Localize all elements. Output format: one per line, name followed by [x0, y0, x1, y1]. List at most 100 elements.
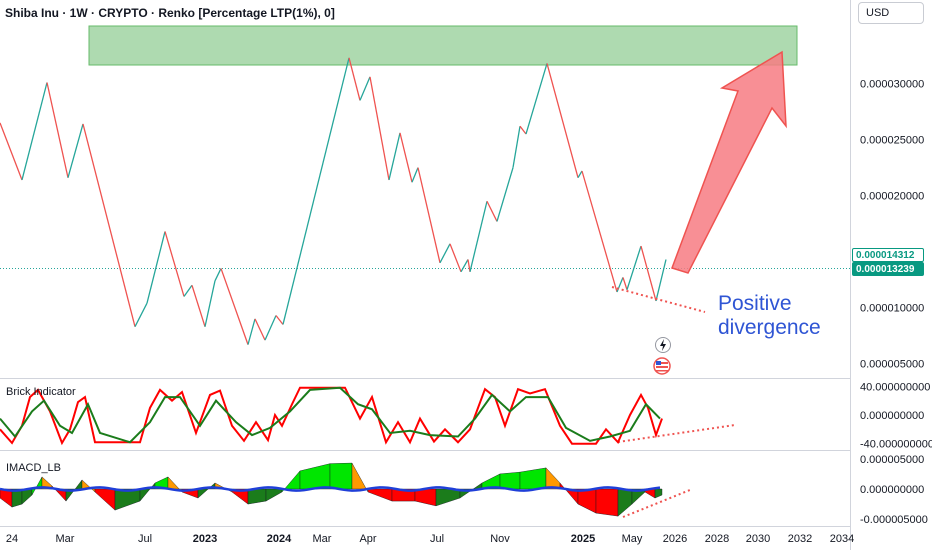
- renko-segment: [411, 167, 419, 183]
- flash-icon[interactable]: [655, 337, 671, 353]
- time-tick-label: Mar: [313, 533, 332, 545]
- imacd-tick-label: -0.000005000: [860, 514, 928, 526]
- imacd-tick-label: 0.000000000: [860, 484, 924, 496]
- price-tick-label: 0.000025000: [860, 135, 924, 147]
- renko-segment: [399, 132, 413, 183]
- imacd-title: IMACD_LB: [6, 462, 61, 474]
- renko-segment: [214, 268, 222, 282]
- renko-segment: [82, 123, 136, 327]
- renko-segment: [204, 280, 216, 327]
- price-divergence-line[interactable]: [611, 286, 706, 313]
- renko-segment: [496, 167, 514, 222]
- renko-segment: [164, 231, 185, 297]
- time-tick-label: 2023: [193, 533, 217, 545]
- time-tick-label: Mar: [56, 533, 75, 545]
- us-flag-icon[interactable]: [653, 357, 671, 375]
- renko-segment: [640, 245, 657, 302]
- time-tick-label: 2024: [267, 533, 292, 545]
- time-tick-label: 2025: [571, 533, 595, 545]
- renko-segment: [417, 167, 441, 264]
- renko-segment: [525, 63, 548, 135]
- imacd-area-segment: [545, 467, 561, 490]
- imacd-area-segment: [0, 488, 13, 508]
- renko-segment: [247, 318, 256, 345]
- price-tag-last: 0.000013239: [852, 262, 924, 276]
- imacd-area-segment: [329, 462, 353, 490]
- resistance-zone[interactable]: [88, 25, 798, 66]
- imacd-area-segment: [197, 482, 216, 499]
- renko-segment: [46, 82, 69, 178]
- price-tick-label: 0.000005000: [860, 359, 924, 371]
- price-series: [0, 57, 667, 345]
- time-tick-label: 2030: [746, 533, 770, 545]
- renko-segment: [460, 259, 469, 273]
- renko-segment: [134, 302, 148, 328]
- price-tick-label: 0.000030000: [860, 79, 924, 91]
- imacd-area-segment: [414, 488, 437, 507]
- imacd-area-segment: [595, 488, 619, 517]
- imacd-area-segment: [519, 467, 547, 490]
- renko-segment: [512, 126, 521, 168]
- imacd-area-segment: [21, 488, 33, 505]
- renko-segment: [439, 243, 451, 264]
- brick-tick-label: 0.000000000: [860, 410, 924, 422]
- time-tick-label: 24: [6, 533, 18, 545]
- macd-divergence-line[interactable]: [622, 489, 691, 518]
- brick-indicator-line: [0, 386, 663, 446]
- imacd-area-segment: [577, 488, 597, 514]
- renko-segment: [183, 284, 193, 297]
- imacd-area-segment: [247, 488, 267, 505]
- renko-segment: [486, 200, 498, 222]
- renko-segment: [655, 259, 667, 302]
- brick-indicator-pane: [0, 386, 663, 446]
- brick-axis-labels: 40.000000000 0.000000000 -40.000000000: [860, 381, 932, 450]
- renko-segment: [264, 315, 277, 341]
- brick-divergence-line[interactable]: [617, 424, 736, 443]
- price-tick-label: 0.000020000: [860, 191, 924, 203]
- renko-segment: [519, 125, 527, 135]
- brick-indicator-title: Brick Indicator: [6, 386, 76, 398]
- imacd-area-segment: [265, 488, 283, 502]
- renko-segment: [275, 315, 284, 325]
- renko-segment: [282, 57, 350, 325]
- brick-tick-label: 40.000000000: [860, 381, 930, 393]
- imacd-area-segment: [617, 488, 633, 517]
- chart-title: Shiba Inu · 1W · CRYPTO · Renko [Percent…: [5, 6, 335, 20]
- time-tick-label: May: [622, 533, 643, 545]
- renko-segment: [348, 57, 361, 101]
- brick-indicator-line: [0, 386, 661, 444]
- imacd-area-segment: [114, 488, 141, 511]
- divergence-annotation[interactable]: Positive divergence: [718, 292, 821, 340]
- renko-segment: [254, 318, 266, 341]
- renko-segment: [467, 259, 471, 272]
- renko-segment: [191, 285, 206, 327]
- renko-segment: [577, 170, 583, 179]
- price-tag-high: 0.000014312: [852, 248, 924, 262]
- renko-segment: [581, 170, 618, 293]
- renko-segment: [21, 82, 48, 181]
- annotation-line-1: Positive: [718, 292, 792, 315]
- imacd-axis-labels: 0.000005000 0.000000000 -0.000005000: [860, 454, 928, 526]
- imacd-area-segment: [499, 471, 521, 490]
- time-tick-label: 2026: [663, 533, 687, 545]
- renko-segment: [0, 122, 23, 181]
- time-axis-labels: 24 Mar Jul 2023 2024 Mar Apr Jul Nov 2025 May 2026 2…: [6, 533, 854, 545]
- imacd-tick-label: 0.000005000: [860, 454, 924, 466]
- time-tick-label: Nov: [490, 533, 510, 545]
- time-tick-label: Jul: [138, 533, 152, 545]
- imacd-area-segment: [435, 488, 461, 507]
- price-axis-labels: 0.000030000 0.000025000 0.000020000 0.00001…: [860, 79, 924, 371]
- brick-tick-label: -40.000000000: [860, 439, 932, 451]
- time-tick-label: Jul: [430, 533, 444, 545]
- arrow-drawing[interactable]: [671, 50, 787, 274]
- imacd-signal-line: [0, 486, 661, 492]
- renko-segment: [469, 201, 488, 272]
- renko-segment: [359, 76, 371, 101]
- renko-segment: [626, 245, 642, 290]
- time-tick-label: Apr: [359, 533, 376, 545]
- imacd-area-segment: [367, 488, 393, 502]
- renko-segment: [622, 277, 628, 290]
- renko-segment: [146, 231, 166, 304]
- currency-button[interactable]: USD: [858, 2, 924, 24]
